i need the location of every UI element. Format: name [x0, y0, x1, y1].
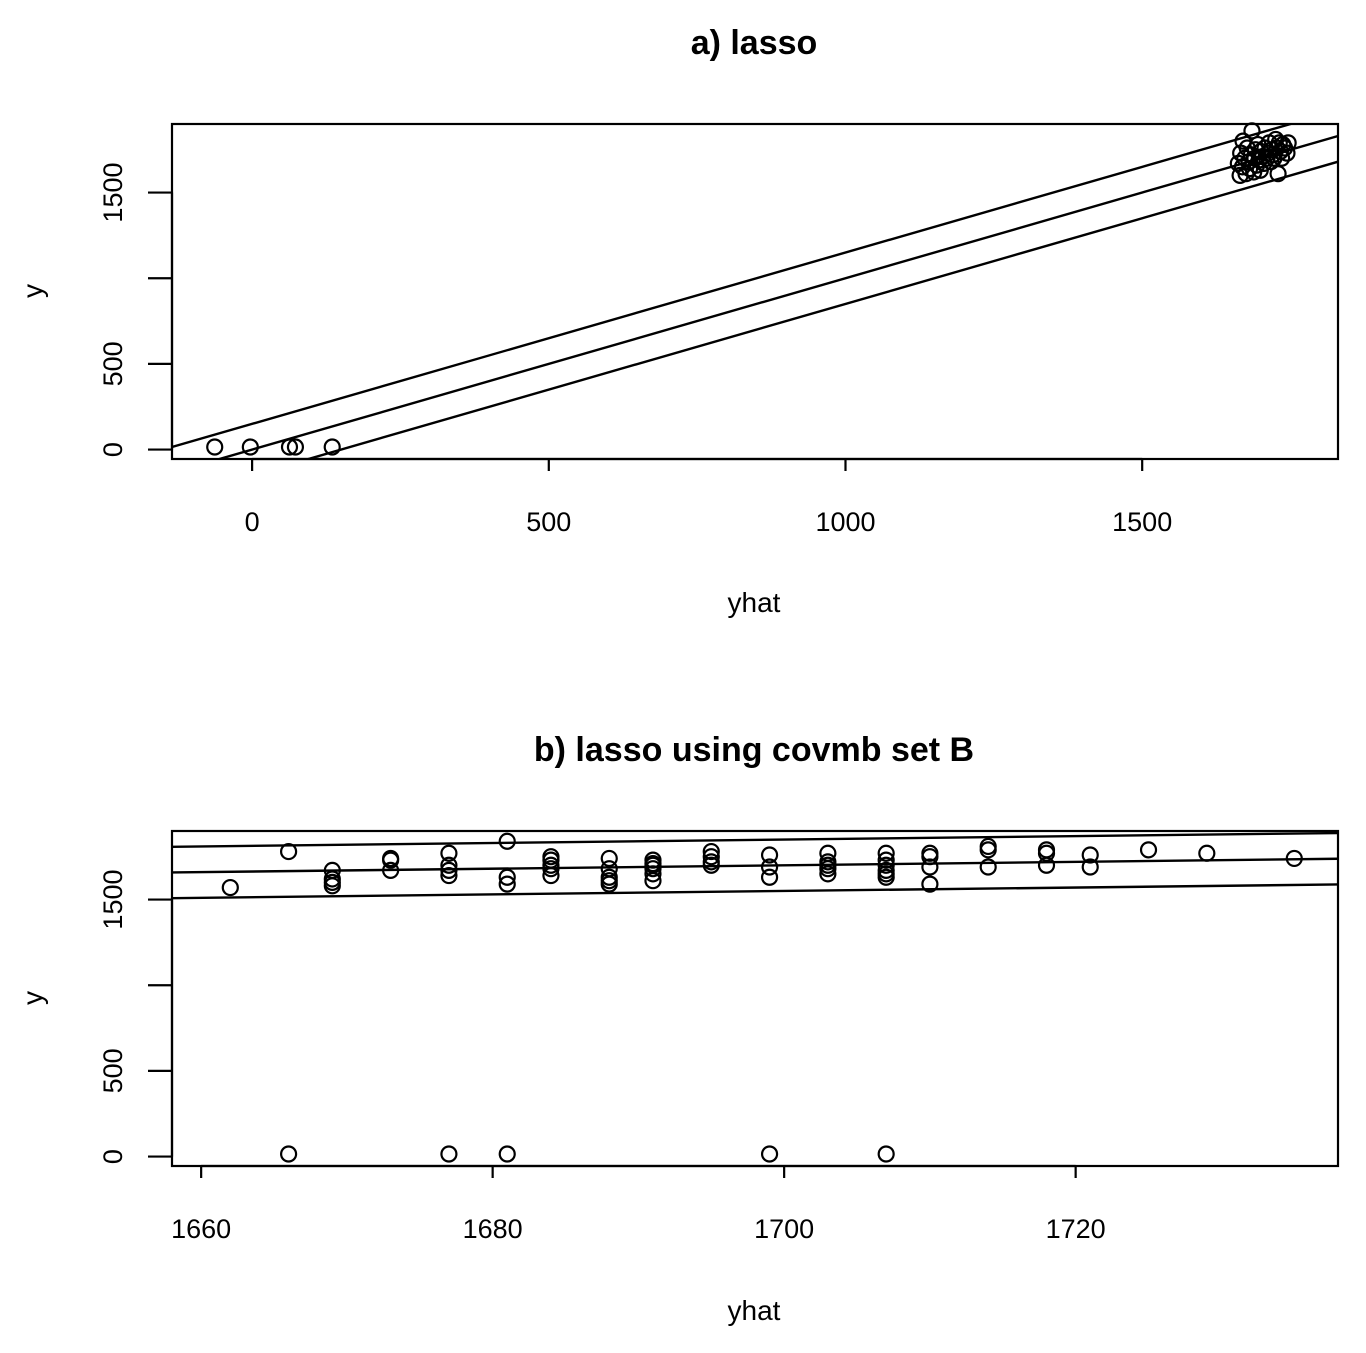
panel-b-x-tick-label: 1660 — [171, 1214, 231, 1244]
panel-a-fit-line-center — [215, 134, 1338, 459]
panel-a-title: a) lasso — [691, 24, 818, 62]
data-point — [760, 1145, 779, 1163]
data-point — [702, 848, 720, 866]
data-point — [1269, 165, 1287, 183]
panel-a: a) lasso 0 500 1000 1500 0 500 1500 yhat y — [17, 24, 1340, 618]
data-point — [600, 860, 618, 878]
panel-a-y-tick-label: 0 — [98, 442, 128, 457]
data-point — [498, 868, 516, 886]
data-point — [760, 858, 779, 876]
data-point — [760, 868, 779, 886]
data-point — [323, 438, 341, 456]
panel-b-fit-line-center — [172, 857, 1338, 874]
data-point — [1081, 846, 1099, 864]
data-point — [323, 870, 341, 888]
data-point — [498, 1145, 516, 1163]
data-point — [979, 837, 997, 856]
panel-a-x-tick-label: 1000 — [815, 507, 875, 537]
data-point — [979, 858, 997, 876]
panel-a-x-tick-label: 1500 — [1112, 507, 1172, 537]
data-point — [221, 878, 239, 897]
panel-a-fit-line-lower — [304, 160, 1338, 459]
data-point — [1278, 144, 1296, 162]
data-point — [877, 861, 895, 880]
data-point — [382, 849, 400, 868]
data-point — [440, 861, 458, 880]
panel-b-x-tick-label: 1720 — [1046, 1214, 1106, 1244]
panel-b-y-tick-label: 500 — [98, 1048, 128, 1093]
data-point — [979, 841, 997, 859]
panel-b-y-tick-label: 0 — [98, 1149, 128, 1164]
data-point — [921, 844, 939, 862]
data-point — [1273, 149, 1291, 167]
data-point — [323, 861, 341, 880]
panel-a-y-axis-label: y — [17, 284, 48, 298]
data-point — [241, 438, 259, 456]
data-point — [702, 842, 720, 861]
data-point — [760, 846, 779, 864]
data-point — [440, 844, 458, 862]
panel-b-y-tick-label: 1500 — [98, 870, 128, 930]
panel-a-plot: 0 500 1000 1500 0 500 1500 — [98, 122, 1340, 537]
panel-b: b) lasso using covmb set B 1660 1680 1700 1… — [17, 731, 1340, 1326]
data-point — [280, 842, 298, 861]
data-point — [877, 856, 895, 874]
data-point — [498, 875, 516, 893]
data-point — [819, 865, 837, 883]
panel-a-plot-frame — [170, 122, 1340, 461]
panel-b-plot: 1660 1680 1700 1720 0 500 1500 — [98, 829, 1340, 1244]
data-point — [440, 866, 458, 885]
data-point — [877, 1145, 895, 1163]
data-point — [1198, 844, 1216, 862]
data-point — [1081, 858, 1099, 876]
data-point — [1139, 841, 1158, 859]
data-point — [600, 849, 618, 868]
panel-a-x-tick-label: 500 — [526, 507, 571, 537]
panel-a-y-tick-label: 1500 — [98, 163, 128, 223]
data-point — [921, 875, 939, 893]
data-point — [819, 853, 837, 871]
panel-b-x-tick-label: 1680 — [463, 1214, 523, 1244]
data-point — [877, 851, 895, 869]
panel-b-fit-line-lower — [172, 883, 1338, 900]
data-point — [542, 848, 560, 866]
data-point — [921, 848, 939, 866]
data-point — [1285, 849, 1303, 868]
data-point — [877, 844, 895, 862]
panel-b-points — [221, 832, 1303, 1163]
panel-b-x-tick-label: 1700 — [754, 1214, 814, 1244]
data-point — [542, 856, 560, 874]
panel-a-x-tick-label: 0 — [245, 507, 260, 537]
panel-a-y-tick-label: 500 — [98, 341, 128, 386]
data-point — [286, 438, 305, 456]
data-point — [440, 1145, 458, 1163]
data-point — [280, 1145, 298, 1163]
data-point — [1279, 134, 1297, 152]
panel-a-points — [206, 122, 1297, 456]
panel-a-fit-lines — [172, 124, 1338, 459]
data-point — [1037, 841, 1056, 859]
data-point — [600, 868, 618, 886]
panel-b-x-axis-label: yhat — [728, 1295, 781, 1326]
data-point — [498, 832, 516, 850]
data-point — [644, 851, 662, 869]
data-point — [280, 438, 299, 456]
panel-b-title: b) lasso using covmb set B — [534, 731, 974, 769]
panel-b-y-axis-label: y — [17, 991, 48, 1005]
data-point — [382, 861, 400, 880]
data-point — [206, 438, 224, 456]
data-point — [702, 853, 720, 871]
panel-a-x-axis-label: yhat — [728, 587, 781, 618]
panel-b-fit-lines — [172, 831, 1338, 900]
panel-a-fit-line-upper — [172, 124, 1295, 449]
panel-b-fit-line-upper — [172, 831, 1338, 848]
data-point — [819, 844, 837, 862]
data-point — [440, 856, 458, 874]
data-point — [921, 858, 939, 876]
data-point — [644, 865, 662, 883]
panel-b-plot-frame — [170, 829, 1340, 1168]
